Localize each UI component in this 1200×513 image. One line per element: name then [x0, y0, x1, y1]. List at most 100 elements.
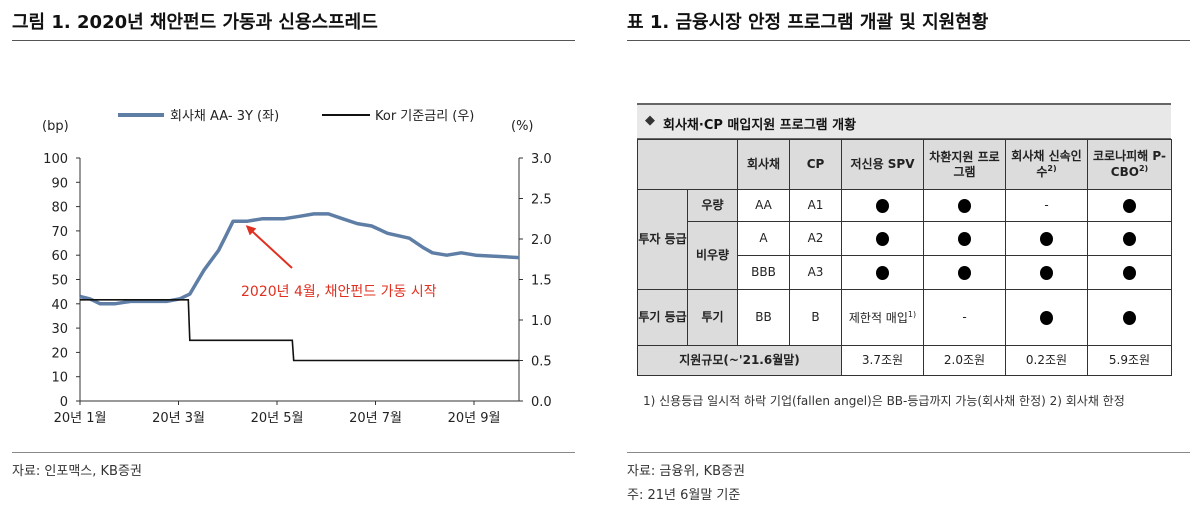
total-pcbo: 5.9조원 — [1087, 345, 1172, 376]
table-note: 주: 21년 6월말 기준 — [627, 488, 741, 503]
annotation-text: 2020년 4월, 채안펀드 가동 시작 — [241, 284, 437, 300]
table-row: 투자 등급 우량 AA A1 - — [637, 189, 1172, 290]
bullet-icon — [958, 265, 971, 280]
table-row: 비우량 A A2 — [638, 221, 1172, 290]
cell-pcbo — [1087, 255, 1172, 290]
annotation-arrow-head — [245, 225, 257, 236]
group-investment-grade: 투자 등급 — [637, 189, 688, 290]
right-tick-label: 2.0 — [531, 233, 552, 248]
series-line-corp-bond — [79, 212, 520, 306]
col-header-bond: 회사채 — [737, 139, 790, 190]
col-header-refinance: 차환지원 프로그램 — [923, 139, 1006, 190]
col-header-spv: 저신용 SPV — [841, 139, 924, 190]
bullet-icon — [1123, 265, 1136, 280]
legend-label-base-rate: Kor 기준금리 (우) — [375, 109, 474, 124]
right-axis-label: (%) — [511, 119, 534, 134]
bullet-icon — [1123, 198, 1136, 213]
bond-rating: BB — [737, 289, 790, 346]
cp-rating: A3 — [789, 255, 842, 290]
bullet-icon — [876, 231, 889, 246]
left-axis-label: (bp) — [42, 119, 69, 134]
cell-fast-track — [1005, 289, 1088, 346]
program-table-header: ◆ 회사채·CP 매입지원 프로그램 개황 — [637, 103, 1171, 139]
right-tick-label: 1.5 — [531, 274, 552, 289]
group-speculative-grade: 투기 등급 — [637, 289, 688, 346]
cell-spv: 제한적 매입1) — [841, 289, 924, 346]
program-table: 회사채 CP 저신용 SPV 차환지원 프로그램 회사채 신속인수2) 코로나피… — [637, 139, 1172, 376]
annotation-arrow-line — [247, 226, 293, 269]
left-tick-label: 100 — [43, 152, 68, 167]
table-title: 표 1. 금융시장 안정 프로그램 개괄 및 지원현황 — [627, 12, 989, 33]
cell-refinance — [923, 189, 1006, 222]
total-row: 지원규모(~'21.6월말) 3.7조원 2.0조원 0.2조원 5.9조원 — [637, 345, 1172, 376]
header-blank — [637, 139, 738, 190]
program-table-box: ◆ 회사채·CP 매입지원 프로그램 개황 회사채 CP 저신용 SPV 차환지… — [637, 103, 1172, 426]
cell-fast-track — [1005, 255, 1088, 290]
figure-title: 그림 1. 2020년 채안펀드 가동과 신용스프레드 — [12, 12, 378, 33]
x-tick-label: 20년 1월 — [54, 411, 107, 426]
legend-label-corp-bond: 회사채 AA- 3Y (좌) — [170, 109, 279, 124]
right-tick-label: 0.5 — [531, 355, 552, 370]
table-header-row: 회사채 CP 저신용 SPV 차환지원 프로그램 회사채 신속인수2) 코로나피… — [637, 139, 1172, 190]
spread-chart: 0 10 20 30 40 50 60 70 80 90 100 0.0 0.5 1.0 1.5 2.0 2.5… — [42, 109, 552, 426]
bond-rating: A — [737, 221, 790, 256]
title-rule — [12, 40, 575, 41]
left-tick-label: 70 — [51, 225, 68, 240]
bullet-icon — [1040, 231, 1053, 246]
right-tick-label: 0.0 — [531, 395, 552, 410]
bullet-icon — [958, 231, 971, 246]
bullet-icon — [1123, 310, 1136, 325]
grade-label: 비우량 — [687, 221, 738, 290]
bullet-icon — [1040, 310, 1053, 325]
table-row: BBB A3 — [638, 255, 1172, 290]
bullet-icon — [958, 198, 971, 213]
cp-rating: B — [789, 289, 842, 346]
col-header-fast-track: 회사채 신속인수2) — [1005, 139, 1088, 190]
bullet-icon — [876, 265, 889, 280]
left-tick-label: 40 — [51, 298, 68, 313]
bullet-icon — [876, 198, 889, 213]
x-tick-label: 20년 5월 — [251, 411, 304, 426]
table-source: 자료: 금융위, KB증권 — [627, 464, 745, 479]
grade-label: 우량 — [687, 189, 738, 222]
total-refinance: 2.0조원 — [923, 345, 1006, 376]
bullet-icon — [1123, 231, 1136, 246]
left-tick-label: 50 — [51, 274, 68, 289]
table-title-rule — [627, 40, 1190, 41]
total-label: 지원규모(~'21.6월말) — [637, 345, 842, 376]
cell-spv — [841, 189, 924, 222]
bond-rating: BBB — [737, 255, 790, 290]
cp-rating: A1 — [789, 189, 842, 222]
cell-spv — [841, 255, 924, 290]
total-spv: 3.7조원 — [841, 345, 924, 376]
program-table-title: 회사채·CP 매입지원 프로그램 개황 — [663, 118, 857, 133]
right-tick-label: 1.0 — [531, 314, 552, 329]
bullet-icon — [1040, 265, 1053, 280]
x-tick-label: 20년 7월 — [349, 411, 402, 426]
table-row: 투기 등급 투기 BB B 제한적 매입1) - — [637, 289, 1172, 346]
x-tick-label: 20년 3월 — [152, 411, 205, 426]
total-fast-track: 0.2조원 — [1005, 345, 1088, 376]
cp-rating: A2 — [789, 221, 842, 256]
cell-refinance: - — [923, 289, 1006, 346]
right-tick-label: 2.5 — [531, 193, 552, 208]
cell-fast-track: - — [1005, 189, 1088, 222]
left-tick-label: 10 — [51, 371, 68, 386]
cell-pcbo — [1087, 189, 1172, 222]
table-source-rule — [627, 452, 1190, 453]
left-tick-label: 80 — [51, 201, 68, 216]
cell-refinance — [923, 255, 1006, 290]
col-header-cp: CP — [789, 139, 842, 190]
right-tick-label: 3.0 — [531, 152, 552, 167]
grade-label: 투기 — [687, 289, 738, 346]
left-tick-label: 30 — [51, 322, 68, 337]
series-line-base-rate — [80, 299, 519, 362]
left-tick-label: 60 — [51, 249, 68, 264]
bond-rating: AA — [737, 189, 790, 222]
col-header-pcbo: 코로나피해 P-CBO2) — [1087, 139, 1172, 190]
cell-pcbo — [1087, 221, 1172, 256]
table-footnote: 1) 신용등급 일시적 하락 기업(fallen angel)은 BB-등급까지… — [643, 394, 1125, 408]
cell-pcbo — [1087, 289, 1172, 346]
figure-source: 자료: 인포맥스, KB증권 — [12, 464, 142, 479]
x-tick-label: 20년 9월 — [448, 411, 501, 426]
